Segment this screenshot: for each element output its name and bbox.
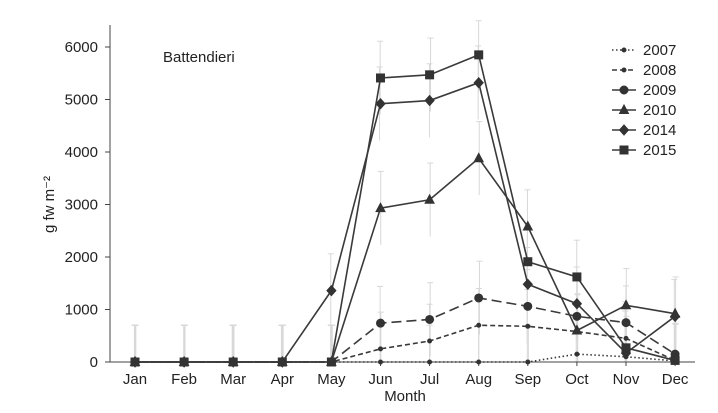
x-tick-label: Oct (565, 371, 589, 388)
x-axis-label: Month (384, 388, 426, 405)
data-point-2014 (523, 279, 532, 289)
legend-label: 2010 (643, 102, 676, 119)
data-point-2009 (377, 319, 385, 327)
x-tick-label: Jun (368, 371, 392, 388)
data-point-2007 (575, 352, 579, 356)
data-point-2014 (425, 96, 434, 106)
y-tick-label: 5000 (65, 92, 98, 109)
y-tick-label: 3000 (65, 197, 98, 214)
legend-entry-2007: 2007 (612, 42, 676, 59)
y-tick-label: 0 (90, 354, 98, 371)
series-line-2008 (135, 325, 675, 362)
data-point-2015 (573, 273, 581, 281)
data-point-2007 (477, 360, 481, 364)
error-bars (131, 21, 678, 362)
data-point-2015 (377, 74, 385, 82)
legend-label: 2008 (643, 62, 676, 79)
legend-entry-2010: 2010 (612, 102, 676, 119)
legend: 2007 2008 2009 2010 2014 2015 (612, 42, 676, 159)
data-point-2009 (475, 294, 483, 302)
legend-entry-2008: 2008 (612, 62, 676, 79)
y-axis-label: g fw m⁻² (41, 176, 58, 233)
data-point-2014 (474, 78, 483, 88)
data-point-2015 (327, 358, 335, 366)
series-2014 (131, 78, 680, 367)
legend-label: 2015 (643, 142, 676, 159)
x-tick-label: Sep (514, 371, 541, 388)
data-point-2015 (131, 358, 139, 366)
data-point-2015 (524, 258, 532, 266)
data-point-2010 (425, 195, 434, 204)
legend-label: 2014 (643, 122, 676, 139)
plot-annotation: Battendieri (163, 49, 235, 66)
data-point-2008 (526, 324, 530, 328)
data-point-2009 (426, 315, 434, 323)
data-point-2009 (622, 319, 630, 327)
y-tick-label: 2000 (65, 249, 98, 266)
x-tick-label: Jul (420, 371, 439, 388)
y-tick-label: 1000 (65, 302, 98, 319)
x-tick-label: Apr (271, 371, 294, 388)
legend-marker (622, 68, 626, 72)
series-2008 (133, 323, 677, 364)
data-point-2008 (477, 323, 481, 327)
data-point-2015 (180, 358, 188, 366)
data-point-2015 (229, 358, 237, 366)
data-point-2015 (278, 358, 286, 366)
data-point-2015 (622, 344, 630, 352)
y-tick-label: 4000 (65, 144, 98, 161)
data-point-2009 (573, 312, 581, 320)
legend-marker (622, 48, 626, 52)
x-tick-label: May (317, 371, 346, 388)
series-group (131, 51, 680, 367)
x-tick-label: Mar (220, 371, 246, 388)
legend-marker (620, 125, 629, 135)
x-tick-label: Dec (662, 371, 689, 388)
legend-label: 2007 (643, 42, 676, 59)
x-tick-label: Feb (171, 371, 197, 388)
legend-marker (620, 146, 628, 154)
series-line-2015 (135, 55, 675, 362)
data-point-2015 (671, 356, 679, 364)
legend-entry-2014: 2014 (612, 122, 676, 139)
legend-label: 2009 (643, 82, 676, 99)
legend-entry-2015: 2015 (612, 142, 676, 159)
data-point-2007 (379, 360, 383, 364)
data-point-2015 (475, 51, 483, 59)
series-line-2009 (135, 298, 675, 362)
series-line-2010 (135, 158, 675, 362)
series-line-2014 (135, 83, 675, 362)
data-point-2007 (428, 360, 432, 364)
data-point-2010 (474, 153, 483, 162)
data-point-2008 (379, 347, 383, 351)
x-tick-label: Nov (613, 371, 640, 388)
data-point-2015 (426, 71, 434, 79)
x-tick-label: Aug (465, 371, 492, 388)
data-point-2007 (526, 360, 530, 364)
series-line-2007 (135, 354, 675, 362)
legend-marker (620, 86, 628, 94)
data-point-2008 (624, 336, 628, 340)
legend-entry-2009: 2009 (612, 82, 676, 99)
data-point-2009 (524, 302, 532, 310)
data-point-2008 (428, 339, 432, 343)
y-tick-label: 6000 (65, 39, 98, 56)
x-tick-label: Jan (123, 371, 147, 388)
